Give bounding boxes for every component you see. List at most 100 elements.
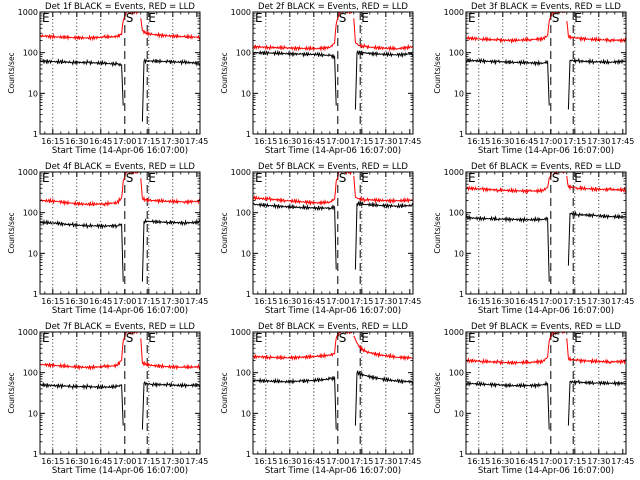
y-axis-label: Counts/sec (7, 52, 16, 93)
detector-panel: Det 5f BLACK = Events, RED = LLD 1 10 100 10… (220, 162, 421, 316)
detector-panel: Det 2f BLACK = Events, RED = LLD 1 10 100 10… (220, 2, 421, 156)
x-tick-label: 16:15 (41, 457, 64, 466)
y-axis-label: Counts/sec (7, 372, 16, 413)
y-tick-label: 1 (33, 450, 38, 459)
lld-series-line (466, 12, 566, 44)
end-marker-label: E (255, 171, 263, 185)
x-tick-label: 17:30 (374, 137, 397, 146)
x-tick-label: 16:45 (515, 457, 538, 466)
x-tick-label: 17:45 (611, 457, 634, 466)
y-tick-label: 1 (33, 130, 38, 139)
panel-title: Det 2f BLACK = Events, RED = LLD (258, 2, 408, 12)
lld-series-line (140, 18, 200, 40)
x-axis-label: Start Time (14-Apr-06 16:07:00) (265, 466, 401, 476)
y-axis-label: Counts/sec (220, 212, 229, 253)
end-marker-label: E (255, 11, 263, 25)
detector-panel: Det 8f BLACK = Events, RED = LLD 1 10 100 10… (220, 322, 421, 476)
events-series-line (40, 381, 124, 426)
end-marker-label: E (468, 171, 476, 185)
x-tick-label: 17:45 (398, 297, 421, 306)
y-tick-label: 100 (23, 49, 38, 58)
x-tick-label: 17:15 (137, 297, 160, 306)
lld-series-line (353, 175, 413, 205)
detector-panel: Det 6f BLACK = Events, RED = LLD 1 10 100 10… (433, 162, 634, 316)
x-tick-label: 17:30 (161, 137, 184, 146)
plot-frame (252, 11, 414, 135)
events-series-line (567, 210, 626, 266)
x-tick-label: 16:45 (302, 457, 325, 466)
lld-series-line (253, 12, 353, 52)
x-tick-label: 16:15 (41, 137, 64, 146)
lld-series-line (466, 172, 566, 195)
y-axis-label: Counts/sec (220, 52, 229, 93)
events-series-line (141, 380, 200, 430)
x-tick-label: 17:15 (563, 457, 586, 466)
events-series-line (141, 218, 200, 282)
events-series-line (466, 56, 550, 106)
x-tick-label: 16:30 (65, 457, 88, 466)
x-tick-label: 17:00 (539, 297, 562, 306)
y-tick-label: 10 (28, 249, 38, 258)
x-tick-label: 17:45 (185, 457, 208, 466)
events-series-line (253, 202, 337, 270)
x-tick-label: 17:30 (587, 457, 610, 466)
events-series-line (40, 218, 124, 282)
lld-series-line (253, 172, 353, 206)
end-marker-label: E (468, 11, 476, 25)
end-marker-label: E (148, 171, 156, 185)
plot-frame (465, 331, 627, 455)
detector-panel: Det 1f BLACK = Events, RED = LLD 1 10 100 10… (7, 2, 208, 156)
x-tick-label: 16:45 (515, 137, 538, 146)
y-tick-label: 1000 (231, 8, 251, 17)
y-tick-label: 1 (246, 130, 251, 139)
start-marker-label: S (126, 331, 134, 345)
x-tick-label: 17:15 (137, 457, 160, 466)
end-marker-label: E (574, 331, 582, 345)
y-tick-label: 100 (236, 49, 251, 58)
x-tick-label: 16:45 (515, 297, 538, 306)
lld-series-line (40, 172, 140, 207)
start-marker-label: S (339, 331, 347, 345)
x-tick-label: 16:15 (254, 457, 277, 466)
x-tick-label: 17:30 (587, 137, 610, 146)
end-marker-label: E (574, 171, 582, 185)
y-tick-label: 1000 (18, 8, 38, 17)
end-marker-label: E (42, 171, 50, 185)
plot-frame (39, 11, 201, 135)
events-series-line (567, 379, 626, 426)
x-tick-label: 16:15 (467, 457, 490, 466)
y-axis-label: Counts/sec (7, 212, 16, 253)
detector-panel: Det 3f BLACK = Events, RED = LLD 1 10 100 10… (433, 2, 634, 156)
y-tick-label: 1 (33, 290, 38, 299)
y-tick-label: 1000 (231, 168, 251, 177)
end-marker-label: E (148, 331, 156, 345)
x-axis-label: Start Time (14-Apr-06 16:07:00) (52, 466, 188, 476)
detector-panel: Det 7f BLACK = Events, RED = LLD 1 10 100 10… (7, 322, 208, 476)
x-tick-label: 16:30 (65, 137, 88, 146)
x-axis-label: Start Time (14-Apr-06 16:07:00) (52, 146, 188, 156)
x-tick-label: 17:30 (161, 457, 184, 466)
x-tick-label: 16:45 (89, 137, 112, 146)
y-axis-label: Counts/sec (433, 372, 442, 413)
panel-title: Det 5f BLACK = Events, RED = LLD (258, 162, 408, 172)
x-tick-label: 17:00 (113, 457, 136, 466)
panel-title: Det 7f BLACK = Events, RED = LLD (45, 322, 195, 332)
y-tick-label: 10 (241, 89, 251, 98)
lld-series-line (566, 175, 626, 193)
y-axis-label: Counts/sec (433, 52, 442, 93)
y-tick-label: 100 (236, 369, 251, 378)
x-tick-label: 17:45 (398, 137, 421, 146)
x-tick-label: 17:15 (350, 457, 373, 466)
x-tick-label: 16:45 (89, 297, 112, 306)
events-series-line (354, 201, 413, 270)
y-tick-label: 100 (23, 209, 38, 218)
panel-title: Det 8f BLACK = Events, RED = LLD (258, 322, 408, 332)
x-tick-label: 16:30 (491, 457, 514, 466)
x-tick-label: 17:00 (326, 297, 349, 306)
end-marker-label: E (42, 11, 50, 25)
x-tick-label: 17:45 (185, 297, 208, 306)
x-tick-label: 16:15 (467, 137, 490, 146)
y-tick-label: 100 (449, 49, 464, 58)
x-tick-label: 17:15 (137, 137, 160, 146)
